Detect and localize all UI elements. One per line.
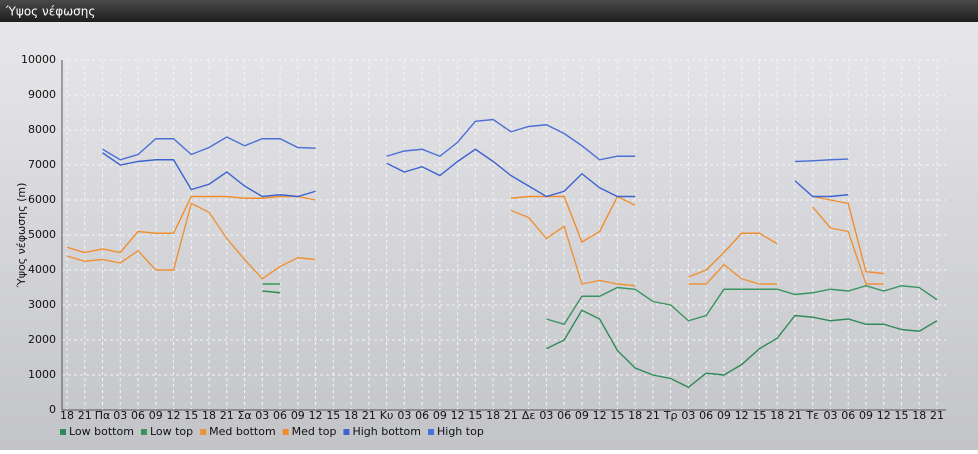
legend-swatch [282,429,289,435]
y-axis-label: Ύψος νέφωσης (m) [15,183,28,289]
x-tick-label: 09 [859,409,873,422]
title-bar [0,0,978,22]
x-tick-label: 06 [415,409,429,422]
y-tick-label: 2000 [28,333,56,346]
x-tick-label: 15 [326,409,340,422]
x-tick-label: 18 [486,409,500,422]
series-line [262,290,938,389]
x-tick-label: 15 [894,409,908,422]
x-tick-label: 03 [113,409,127,422]
x-tick-label: 15 [610,409,624,422]
x-tick-label: Δε [522,409,536,422]
x-tick-label: 18 [202,409,216,422]
legend-label: Med top [292,425,337,438]
series-line [262,283,938,326]
x-tick-label: Κυ [380,409,394,422]
y-tick-label: 0 [49,403,56,416]
x-tick-label: 21 [504,409,518,422]
x-tick-label: 12 [309,409,323,422]
x-tick-label: Πα [95,409,111,422]
x-tick-label: 06 [841,409,855,422]
x-tick-label: Τρ [663,409,678,422]
chart-title: Ύψος νέφωσης [5,5,95,19]
x-tick-label: 15 [468,409,482,422]
x-tick-label: 06 [557,409,571,422]
y-tick-label: 3000 [28,298,56,311]
y-tick-label: 8000 [28,123,56,136]
legend-swatch [140,429,147,435]
legend-swatch [343,429,350,435]
y-tick-label: 1000 [28,368,56,381]
x-tick-label: 12 [877,409,891,422]
x-tick-label: 18 [628,409,642,422]
x-tick-label: 15 [184,409,198,422]
series-line [102,148,849,198]
x-tick-label: 06 [131,409,145,422]
series-line [102,118,849,163]
x-tick-label: 09 [149,409,163,422]
x-tick-label: 09 [717,409,731,422]
x-tick-label: 03 [539,409,553,422]
x-tick-label: 03 [681,409,695,422]
x-tick-label: Τε [805,409,819,422]
x-tick-label: 12 [167,409,181,422]
legend-swatch [60,429,66,435]
legend-label: Low top [150,425,193,438]
x-tick-label: 09 [291,409,305,422]
x-tick-label: 06 [699,409,713,422]
series-line [66,202,884,287]
x-tick-label: 06 [273,409,287,422]
x-tick-label: 21 [930,409,944,422]
x-tick-label: Σα [237,409,251,422]
legend-swatch [200,429,207,435]
x-tick-label: 03 [255,409,269,422]
x-tick-label: 18 [344,409,358,422]
x-tick-label: 12 [735,409,749,422]
x-tick-label: 03 [397,409,411,422]
x-tick-label: 15 [752,409,766,422]
x-tick-label: 21 [362,409,376,422]
y-tick-label: 10000 [21,53,56,66]
legend-label: Med bottom [209,425,276,438]
y-tick-label: 9000 [28,88,56,101]
y-tick-label: 7000 [28,158,56,171]
x-tick-label: 12 [593,409,607,422]
y-tick-label: 5000 [28,228,56,241]
y-tick-label: 4000 [28,263,56,276]
x-tick-label: 09 [433,409,447,422]
legend-label: High top [437,425,484,438]
x-tick-label: 03 [823,409,837,422]
x-tick-label: 12 [451,409,465,422]
legend-label: High bottom [352,425,421,438]
x-tick-label: 09 [575,409,589,422]
legend-label: Low bottom [69,425,134,438]
x-tick-label: 21 [646,409,660,422]
legend-swatch [428,429,434,435]
x-tick-label: 18 [912,409,926,422]
x-tick-label: 21 [788,409,802,422]
x-tick-label: 18 [60,409,74,422]
series-line [66,195,884,278]
x-tick-label: 21 [78,409,92,422]
x-tick-label: 18 [770,409,784,422]
y-tick-label: 6000 [28,193,56,206]
x-tick-label: 21 [220,409,234,422]
